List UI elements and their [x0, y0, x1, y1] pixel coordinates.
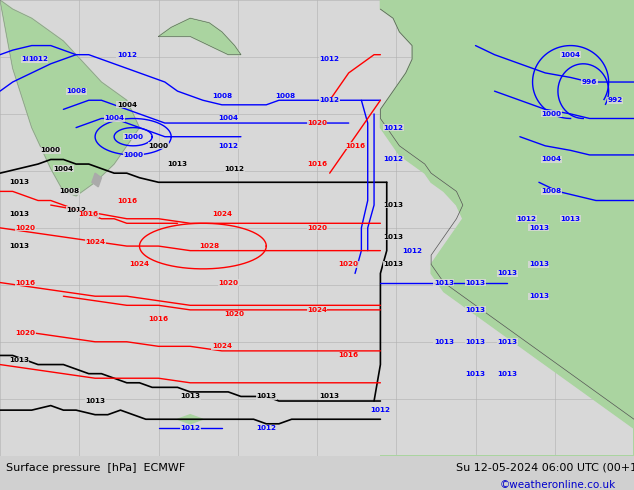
Text: 1012: 1012: [256, 425, 276, 431]
Text: 1024: 1024: [212, 211, 232, 217]
Text: Surface pressure  [hPa]  ECMWF: Surface pressure [hPa] ECMWF: [6, 463, 186, 473]
Text: 1012: 1012: [516, 216, 536, 222]
Text: 1013: 1013: [434, 339, 454, 345]
Text: 1013: 1013: [465, 370, 486, 377]
Text: 996: 996: [582, 79, 597, 85]
Text: Su 12-05-2024 06:00 UTC (00+102): Su 12-05-2024 06:00 UTC (00+102): [456, 463, 634, 473]
Text: 1012: 1012: [370, 407, 391, 413]
Text: 1013: 1013: [497, 270, 517, 276]
Text: 1024: 1024: [212, 343, 232, 349]
Text: 1013: 1013: [256, 393, 276, 399]
Text: 1012: 1012: [117, 51, 137, 58]
Text: 1028: 1028: [199, 243, 219, 249]
Text: 1013: 1013: [180, 393, 200, 399]
Text: 1013: 1013: [167, 161, 188, 167]
Text: 1020: 1020: [218, 279, 238, 286]
Text: ©weatheronline.co.uk: ©weatheronline.co.uk: [500, 480, 616, 490]
Text: 1013: 1013: [497, 370, 517, 377]
Text: 1000: 1000: [123, 152, 143, 158]
Polygon shape: [92, 173, 101, 187]
Text: 1020: 1020: [224, 312, 245, 318]
Text: 1013: 1013: [465, 339, 486, 345]
Text: 1004: 1004: [541, 156, 562, 163]
Text: 1013: 1013: [560, 216, 581, 222]
Text: 1013: 1013: [465, 279, 486, 286]
Polygon shape: [380, 0, 444, 9]
Text: 1012: 1012: [28, 56, 48, 62]
Text: 1020: 1020: [307, 225, 327, 231]
Text: 1024: 1024: [85, 239, 105, 245]
Text: 1008: 1008: [60, 188, 80, 195]
Text: 1016: 1016: [117, 197, 137, 203]
Text: 1013: 1013: [383, 234, 403, 240]
Text: 1016: 1016: [345, 143, 365, 149]
Text: 1016: 1016: [15, 279, 36, 286]
Text: 1004: 1004: [104, 116, 124, 122]
Text: 1004: 1004: [117, 102, 137, 108]
Text: 1013: 1013: [85, 398, 105, 404]
Text: 1013: 1013: [383, 202, 403, 208]
Text: 1016: 1016: [79, 211, 99, 217]
Polygon shape: [380, 0, 634, 456]
Text: 1008: 1008: [66, 88, 86, 94]
Text: 1000: 1000: [148, 143, 169, 149]
Text: 1013: 1013: [529, 225, 549, 231]
Text: 1000: 1000: [41, 147, 61, 153]
Text: 1000: 1000: [541, 111, 562, 117]
Text: 1012: 1012: [320, 56, 340, 62]
Text: 1013: 1013: [497, 339, 517, 345]
Text: 1013: 1013: [465, 307, 486, 313]
Text: 1012: 1012: [218, 143, 238, 149]
Text: 1013: 1013: [9, 357, 29, 363]
Text: 1020: 1020: [15, 225, 36, 231]
Text: 1008: 1008: [22, 56, 42, 62]
Text: 1016: 1016: [339, 352, 359, 359]
Text: 1020: 1020: [339, 261, 359, 268]
Text: 1004: 1004: [560, 51, 581, 58]
Text: 1012: 1012: [383, 124, 403, 131]
Text: 1020: 1020: [307, 120, 327, 126]
Text: 1000: 1000: [123, 134, 143, 140]
Text: 1013: 1013: [383, 261, 403, 268]
Text: 1016: 1016: [307, 161, 327, 167]
Text: 1013: 1013: [9, 243, 29, 249]
Text: 1012: 1012: [180, 425, 200, 431]
Text: 1012: 1012: [320, 97, 340, 103]
Text: 1013: 1013: [529, 261, 549, 268]
Text: 1008: 1008: [212, 93, 232, 98]
Text: 1013: 1013: [434, 279, 454, 286]
Text: 1013: 1013: [9, 179, 29, 185]
Text: 1013: 1013: [529, 293, 549, 299]
Text: 1004: 1004: [53, 166, 74, 171]
Polygon shape: [0, 0, 139, 196]
Text: 1004: 1004: [218, 116, 238, 122]
Text: 1024: 1024: [129, 261, 150, 268]
Polygon shape: [158, 18, 241, 55]
Text: 1013: 1013: [320, 393, 340, 399]
Text: 1012: 1012: [383, 156, 403, 163]
Text: 1013: 1013: [9, 211, 29, 217]
Polygon shape: [178, 415, 203, 424]
Text: 1012: 1012: [402, 247, 422, 254]
Text: 1008: 1008: [541, 188, 562, 195]
Text: 992: 992: [607, 97, 623, 103]
Text: 1024: 1024: [307, 307, 327, 313]
Text: 1016: 1016: [148, 316, 169, 322]
Text: 1012: 1012: [66, 207, 86, 213]
Text: 1008: 1008: [275, 93, 295, 98]
Text: 1012: 1012: [224, 166, 245, 171]
Text: 1020: 1020: [15, 330, 36, 336]
